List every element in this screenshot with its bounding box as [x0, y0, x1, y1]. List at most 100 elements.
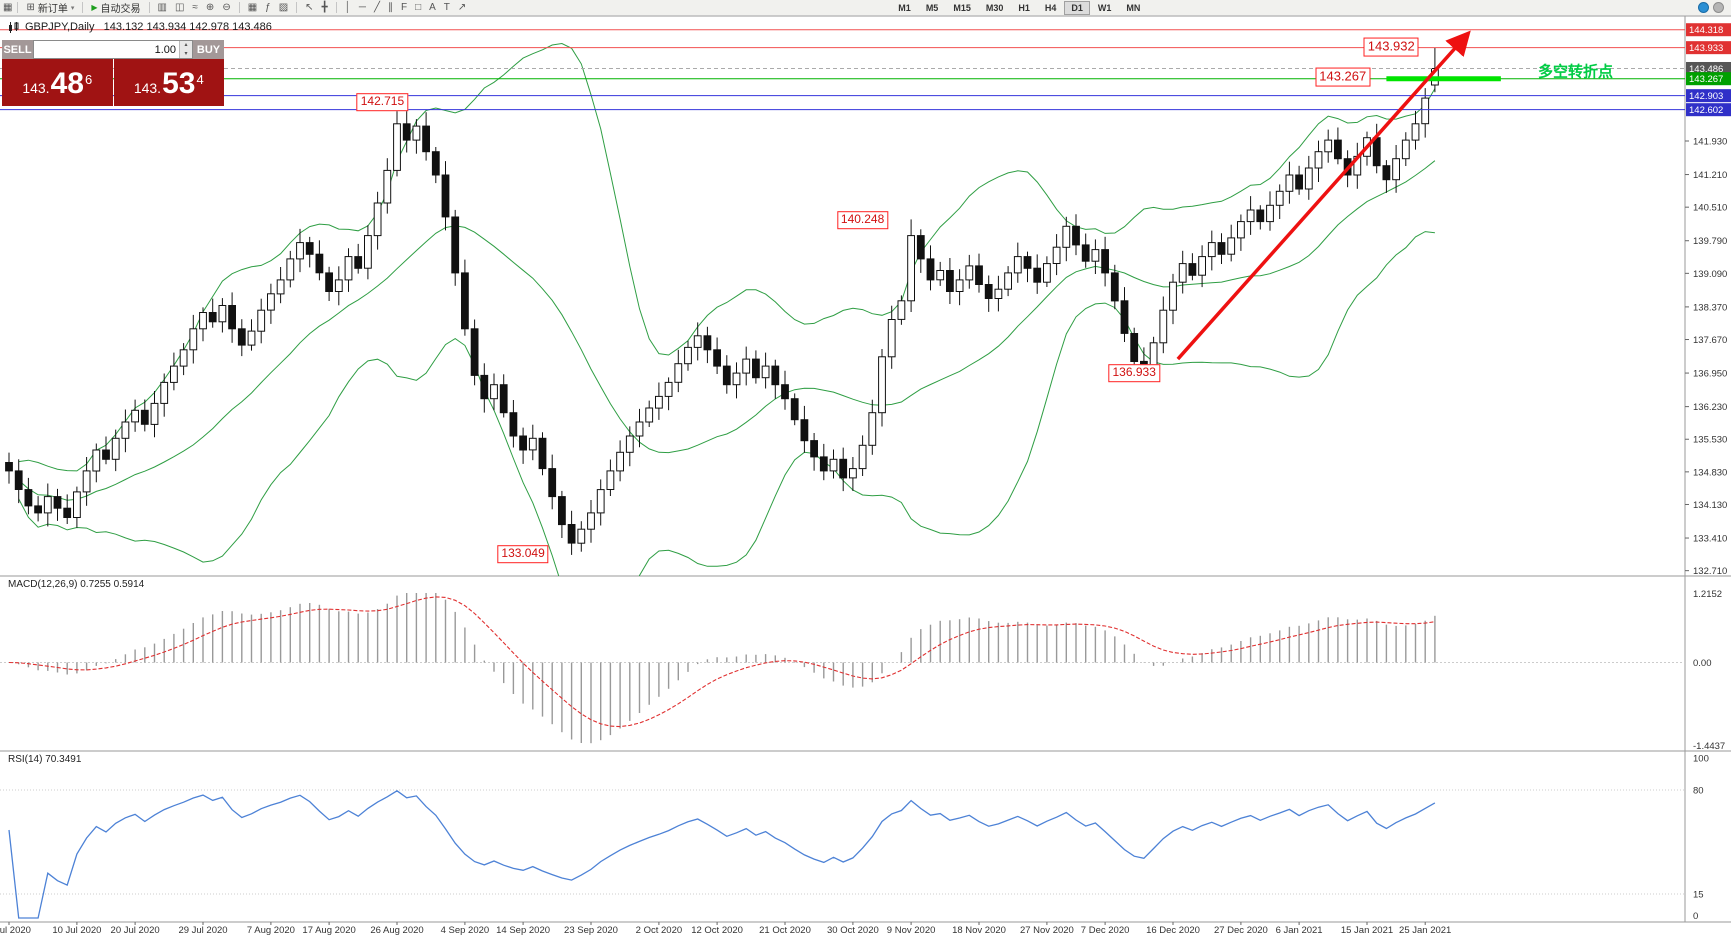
svg-text:133.410: 133.410: [1693, 534, 1727, 545]
timeframe-m30[interactable]: M30: [979, 1, 1011, 15]
price-label-133049[interactable]: 133.049: [497, 545, 549, 564]
main-toolbar: ▦ ⊞ 新订单 ▾ ▶ 自动交易 ▥ ◫ ≈ ⊕ ⊖ ▦ ƒ ▨ ↖ ╋ │ ─…: [0, 0, 1731, 16]
svg-text:0: 0: [1693, 911, 1698, 922]
fibonacci-button[interactable]: F: [398, 1, 410, 15]
horizontal-line-button[interactable]: ─: [356, 1, 369, 15]
trendline-button[interactable]: ╱: [371, 1, 383, 15]
play-icon: ▶: [91, 2, 98, 12]
candlestick-chart-button[interactable]: ◫: [172, 1, 187, 15]
ohlc-text: GBPJPY,Daily 143.132 143.934 142.978 143…: [25, 21, 272, 33]
toolbar-separator: [82, 2, 84, 13]
svg-text:142.903: 142.903: [1689, 91, 1723, 102]
community-icon[interactable]: [1698, 2, 1709, 13]
shapes-icon: □: [415, 1, 422, 13]
svg-text:139.090: 139.090: [1693, 269, 1727, 280]
template-button[interactable]: ▨: [276, 1, 291, 15]
channel-button[interactable]: ∥: [385, 1, 396, 15]
svg-text:9 Nov 2020: 9 Nov 2020: [887, 925, 936, 936]
bid-price-big: 48: [50, 67, 84, 100]
chart-background: [0, 15, 1731, 923]
horizontal-level-lines[interactable]: [0, 29, 1685, 111]
zoom-out-icon: ⊖: [222, 1, 231, 13]
timeframe-h4[interactable]: H4: [1038, 1, 1064, 15]
svg-text:15 Jan 2021: 15 Jan 2021: [1341, 925, 1393, 936]
price-label-143267[interactable]: 143.267: [1315, 67, 1371, 87]
one-click-trading-panel: SELL ▴ ▾ BUY 143.486 143.534: [2, 40, 224, 106]
price-label-142715[interactable]: 142.715: [356, 93, 409, 112]
price-label-136933[interactable]: 136.933: [1108, 364, 1160, 382]
new-order-label: 新订单: [37, 4, 68, 15]
candlestick-mini-icon: [9, 21, 19, 33]
volume-spinner: ▴ ▾: [179, 41, 192, 58]
crosshair-button[interactable]: ╋: [319, 1, 331, 15]
bar-chart-button[interactable]: ▥: [155, 1, 170, 15]
timeframe-m5[interactable]: M5: [919, 1, 946, 15]
timeframe-m15[interactable]: M15: [946, 1, 978, 15]
svg-text:16 Dec 2020: 16 Dec 2020: [1146, 925, 1200, 936]
arrows-button[interactable]: ↗: [455, 1, 469, 15]
bar-chart-icon: ▥: [157, 1, 167, 13]
drawn-objects[interactable]: [1176, 30, 1501, 361]
text-icon: A: [429, 1, 436, 13]
timeframe-m1[interactable]: M1: [891, 1, 918, 15]
cursor-button[interactable]: ↖: [302, 1, 316, 15]
svg-text:2 Oct 2020: 2 Oct 2020: [636, 925, 682, 936]
tile-windows-button[interactable]: ▦: [245, 1, 260, 15]
help-icon[interactable]: [1713, 2, 1724, 13]
timeframe-w1[interactable]: W1: [1091, 1, 1119, 15]
trend-arrow[interactable]: [1176, 30, 1471, 361]
svg-text:143.486: 143.486: [1689, 64, 1723, 75]
svg-text:134.830: 134.830: [1693, 467, 1727, 478]
svg-text:12 Oct 2020: 12 Oct 2020: [691, 925, 743, 936]
price-label-143932[interactable]: 143.932: [1363, 37, 1419, 57]
toolbar-separator: [17, 2, 19, 13]
timeframe-d1[interactable]: D1: [1064, 0, 1090, 15]
svg-text:1 Jul 2020: 1 Jul 2020: [0, 925, 31, 936]
text-label-icon: T: [443, 1, 450, 13]
toolbar-separator: [148, 2, 150, 13]
svg-text:30 Oct 2020: 30 Oct 2020: [827, 925, 879, 936]
timeframe-h1[interactable]: H1: [1011, 1, 1037, 15]
svg-text:136.230: 136.230: [1693, 402, 1727, 413]
shapes-button[interactable]: □: [412, 1, 424, 15]
sell-button[interactable]: 143. 48 6: [2, 59, 113, 106]
candlestick-chart-icon: ◫: [174, 1, 185, 13]
line-chart-button[interactable]: ≈: [189, 1, 201, 15]
candlesticks: [5, 47, 1439, 555]
chart-window-icon[interactable]: ▦: [3, 1, 13, 13]
volume-field: ▴ ▾: [33, 40, 193, 59]
svg-text:135.530: 135.530: [1693, 435, 1727, 446]
svg-text:27 Nov 2020: 27 Nov 2020: [1020, 925, 1074, 936]
svg-text:132.710: 132.710: [1693, 566, 1727, 577]
volume-increase-button[interactable]: ▴: [180, 41, 192, 50]
turning-point-note[interactable]: 多空转折点: [1538, 63, 1614, 81]
text-button[interactable]: A: [426, 1, 439, 15]
crosshair-icon: ╋: [321, 1, 328, 13]
vertical-line-button[interactable]: │: [342, 1, 354, 15]
svg-text:15: 15: [1693, 890, 1704, 901]
new-order-button[interactable]: ⊞ 新订单 ▾: [23, 1, 77, 15]
indicators-button[interactable]: ƒ: [262, 1, 274, 15]
svg-text:27 Dec 2020: 27 Dec 2020: [1214, 925, 1268, 936]
line-chart-icon: ≈: [192, 1, 198, 13]
buy-button[interactable]: 143. 53 4: [113, 59, 224, 106]
zoom-out-button[interactable]: ⊖: [219, 1, 233, 15]
svg-text:-1.4437: -1.4437: [1693, 741, 1725, 752]
toolbar-separator: [238, 2, 240, 13]
bollinger-bands: [18, 42, 1436, 576]
ask-price-prefix: 143.: [133, 80, 162, 96]
axes[interactable]: 144.318143.933143.486143.267142.903142.6…: [0, 23, 1731, 936]
rsi-panel: [0, 789, 1685, 919]
autotrading-button[interactable]: ▶ 自动交易: [88, 1, 143, 15]
svg-text:143.933: 143.933: [1689, 43, 1723, 54]
text-label-button[interactable]: T: [441, 1, 453, 15]
volume-input[interactable]: [34, 41, 179, 58]
horizontal-line-icon: ─: [358, 1, 366, 13]
timeframe-mn[interactable]: MN: [1119, 1, 1147, 15]
volume-decrease-button[interactable]: ▾: [180, 49, 192, 58]
tile-windows-icon: ▦: [247, 1, 258, 13]
price-label-140248[interactable]: 140.248: [836, 211, 889, 230]
zoom-in-button[interactable]: ⊕: [203, 1, 217, 15]
buy-label: BUY: [193, 40, 224, 59]
